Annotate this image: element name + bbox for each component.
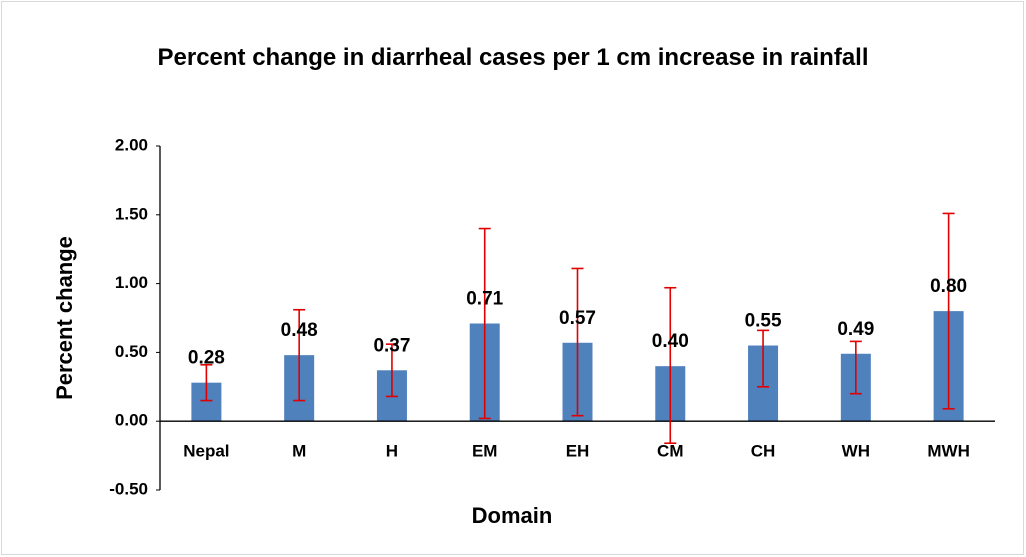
- error-bar: [200, 363, 213, 402]
- y-tick-label: 2.00: [115, 135, 148, 154]
- error-bar: [757, 329, 770, 388]
- x-tick-label: H: [386, 442, 398, 461]
- y-axis-label: Percent change: [52, 236, 77, 400]
- data-label: 0.71: [466, 289, 503, 310]
- x-tick-label: EH: [566, 442, 590, 461]
- data-label: 0.57: [559, 308, 596, 329]
- x-tick-label: EM: [472, 442, 498, 461]
- data-label: 0.37: [373, 335, 410, 356]
- y-tick-label: -0.50: [109, 479, 148, 498]
- x-tick-label: CM: [657, 442, 683, 461]
- x-tick-label: M: [292, 442, 306, 461]
- x-tick-label: MWH: [927, 442, 969, 461]
- data-label: 0.80: [930, 276, 967, 297]
- error-bar: [664, 286, 677, 445]
- data-label: 0.49: [837, 319, 874, 340]
- error-bar: [385, 343, 398, 398]
- error-bar: [478, 227, 491, 420]
- x-axis-label: Domain: [472, 503, 553, 528]
- data-label: 0.55: [745, 311, 782, 332]
- y-tick-label: 0.50: [115, 342, 148, 361]
- y-tick-label: 1.00: [115, 273, 148, 292]
- chart-title: Percent change in diarrheal cases per 1 …: [157, 44, 869, 71]
- y-tick-label: 0.00: [115, 411, 148, 430]
- x-tick-label: CH: [751, 442, 776, 461]
- error-bar: [571, 267, 584, 417]
- x-tick-label: Nepal: [183, 442, 229, 461]
- data-label: 0.40: [652, 331, 689, 352]
- error-bar: [849, 340, 862, 395]
- x-tick-label: WH: [842, 442, 870, 461]
- error-bar: [942, 212, 955, 410]
- y-tick-label: 1.50: [115, 204, 148, 223]
- data-label: 0.28: [188, 348, 225, 369]
- data-label: 0.48: [281, 320, 318, 341]
- error-bar: [293, 308, 306, 402]
